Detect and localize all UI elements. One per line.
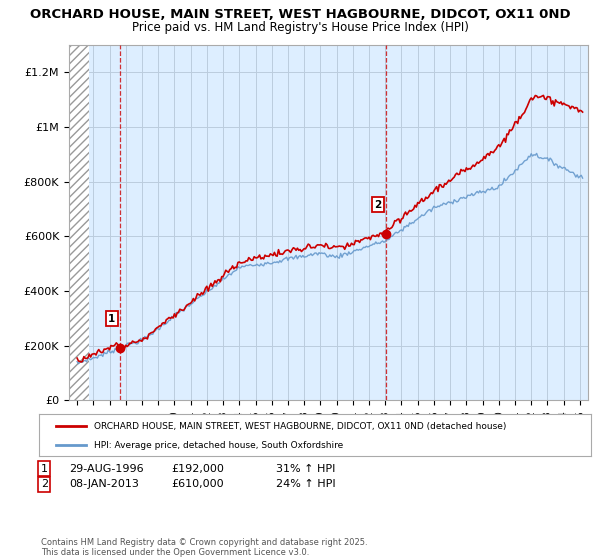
- Text: Contains HM Land Registry data © Crown copyright and database right 2025.
This d: Contains HM Land Registry data © Crown c…: [41, 538, 367, 557]
- Text: ORCHARD HOUSE, MAIN STREET, WEST HAGBOURNE, DIDCOT, OX11 0ND: ORCHARD HOUSE, MAIN STREET, WEST HAGBOUR…: [29, 8, 571, 21]
- Text: 31% ↑ HPI: 31% ↑ HPI: [276, 464, 335, 474]
- Text: £192,000: £192,000: [171, 464, 224, 474]
- Text: 08-JAN-2013: 08-JAN-2013: [69, 479, 139, 489]
- Text: 2: 2: [374, 199, 382, 209]
- Text: 1: 1: [41, 464, 48, 474]
- Text: Price paid vs. HM Land Registry's House Price Index (HPI): Price paid vs. HM Land Registry's House …: [131, 21, 469, 34]
- Text: ORCHARD HOUSE, MAIN STREET, WEST HAGBOURNE, DIDCOT, OX11 0ND (detached house): ORCHARD HOUSE, MAIN STREET, WEST HAGBOUR…: [94, 422, 506, 432]
- Text: 24% ↑ HPI: 24% ↑ HPI: [276, 479, 335, 489]
- Text: £610,000: £610,000: [171, 479, 224, 489]
- Text: 1: 1: [108, 314, 116, 324]
- Text: 2: 2: [41, 479, 48, 489]
- Text: 29-AUG-1996: 29-AUG-1996: [69, 464, 143, 474]
- Bar: [69, 45, 89, 400]
- Text: HPI: Average price, detached house, South Oxfordshire: HPI: Average price, detached house, Sout…: [94, 441, 343, 450]
